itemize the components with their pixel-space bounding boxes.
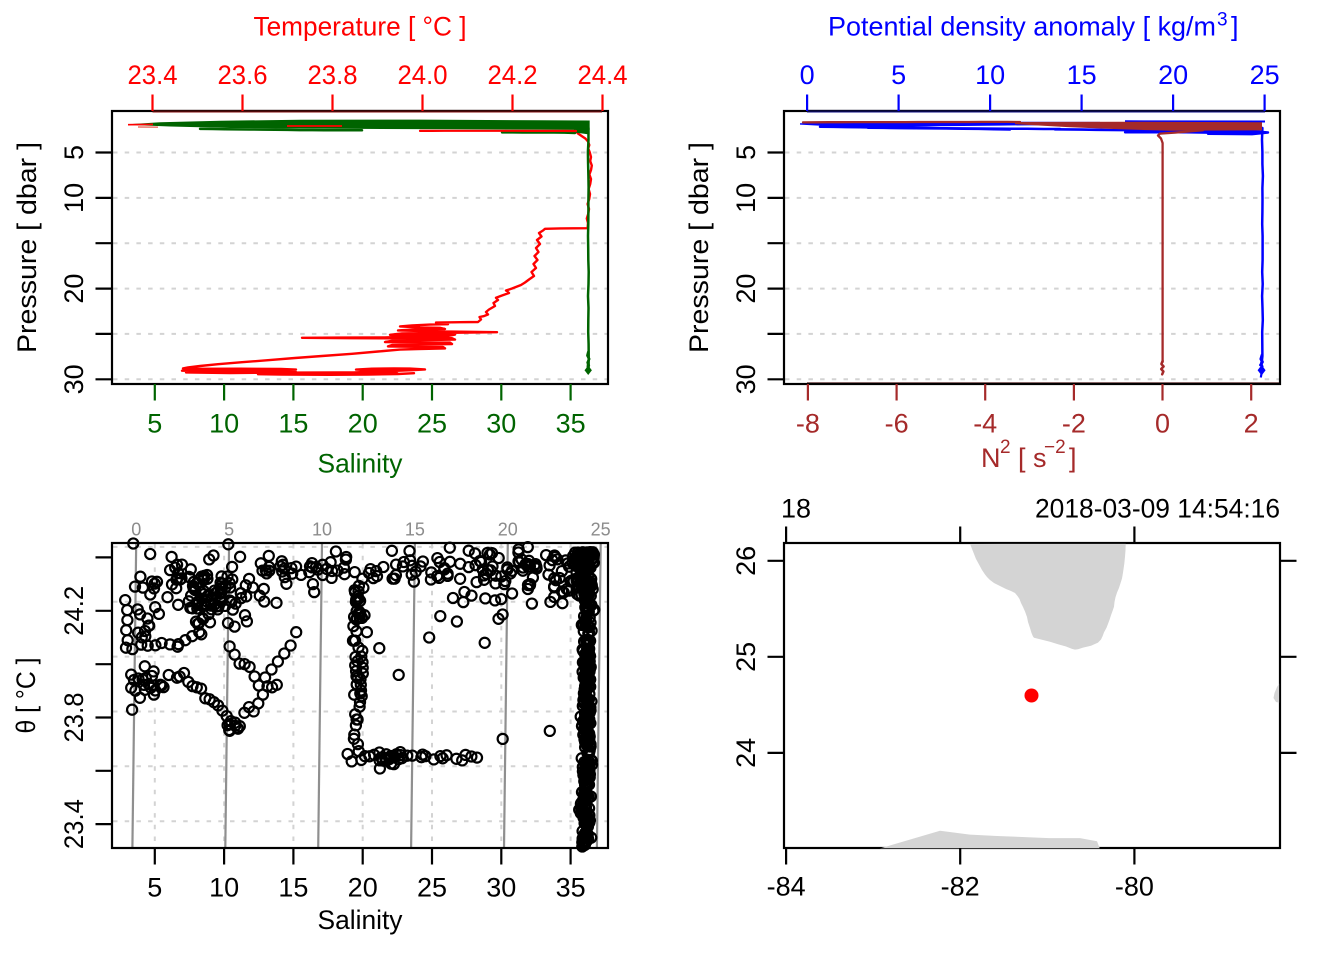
svg-text:5: 5	[147, 873, 162, 903]
svg-text:30: 30	[731, 364, 761, 394]
svg-text:30: 30	[486, 409, 516, 439]
svg-text:-82: -82	[941, 872, 980, 902]
svg-text:24.4: 24.4	[578, 60, 628, 90]
svg-text:15: 15	[278, 409, 308, 439]
svg-text:20: 20	[731, 274, 761, 304]
svg-text:−2: −2	[1044, 437, 1066, 458]
svg-text:Temperature [ °C ]: Temperature [ °C ]	[254, 12, 467, 42]
svg-text:23.8: 23.8	[59, 693, 89, 743]
svg-text:24.2: 24.2	[59, 586, 89, 636]
svg-text:25: 25	[1250, 60, 1280, 90]
svg-text:20: 20	[348, 873, 378, 903]
svg-text:23.8: 23.8	[308, 60, 358, 90]
svg-text:15: 15	[405, 520, 425, 540]
svg-text:]: ]	[1069, 443, 1077, 473]
svg-text:35: 35	[556, 409, 586, 439]
svg-text:24: 24	[731, 738, 761, 768]
svg-text:0: 0	[131, 520, 141, 540]
svg-text:Salinity: Salinity	[318, 905, 403, 935]
svg-text:18: 18	[781, 494, 811, 524]
svg-text:24.0: 24.0	[398, 60, 448, 90]
svg-text:20: 20	[59, 274, 89, 304]
svg-text:25: 25	[417, 873, 447, 903]
svg-text:10: 10	[975, 60, 1005, 90]
svg-text:35: 35	[556, 873, 586, 903]
svg-text:N: N	[981, 443, 1001, 473]
svg-text:20: 20	[348, 409, 378, 439]
svg-text:25: 25	[731, 642, 761, 672]
svg-text:10: 10	[731, 183, 761, 213]
svg-text:[ s: [ s	[1018, 443, 1047, 473]
svg-text:15: 15	[278, 873, 308, 903]
svg-text:2018-03-09 14:54:16: 2018-03-09 14:54:16	[1035, 494, 1280, 524]
svg-text:5: 5	[147, 409, 162, 439]
svg-text:Pressure [ dbar ]: Pressure [ dbar ]	[12, 142, 42, 353]
svg-text:3: 3	[1217, 10, 1228, 31]
svg-text:20: 20	[498, 520, 518, 540]
svg-text:24.2: 24.2	[488, 60, 538, 90]
svg-text:]: ]	[1231, 12, 1239, 42]
svg-text:25: 25	[591, 520, 611, 540]
svg-text:θ [ °C ]: θ [ °C ]	[11, 658, 41, 734]
svg-text:2: 2	[1000, 437, 1011, 458]
svg-text:10: 10	[209, 873, 239, 903]
svg-text:-4: -4	[973, 409, 997, 439]
svg-text:10: 10	[312, 520, 332, 540]
svg-text:23.6: 23.6	[218, 60, 268, 90]
svg-text:10: 10	[209, 409, 239, 439]
svg-text:Pressure [ dbar ]: Pressure [ dbar ]	[684, 142, 714, 353]
svg-text:23.4: 23.4	[128, 60, 178, 90]
svg-text:-2: -2	[1062, 409, 1086, 439]
svg-text:25: 25	[417, 409, 447, 439]
svg-text:-80: -80	[1115, 872, 1154, 902]
svg-text:5: 5	[731, 145, 761, 160]
svg-text:-84: -84	[767, 872, 806, 902]
svg-text:30: 30	[59, 364, 89, 394]
svg-text:Salinity: Salinity	[318, 449, 403, 479]
svg-text:15: 15	[1067, 60, 1097, 90]
svg-text:0: 0	[800, 60, 815, 90]
svg-text:Potential density anomaly [ kg: Potential density anomaly [ kg/m	[828, 12, 1216, 42]
svg-text:20: 20	[1158, 60, 1188, 90]
svg-text:30: 30	[486, 873, 516, 903]
svg-text:5: 5	[891, 60, 906, 90]
svg-text:-6: -6	[885, 409, 909, 439]
svg-text:5: 5	[224, 520, 234, 540]
svg-text:0: 0	[1155, 409, 1170, 439]
svg-text:10: 10	[59, 183, 89, 213]
svg-text:5: 5	[59, 145, 89, 160]
svg-text:2: 2	[1244, 409, 1259, 439]
svg-text:23.4: 23.4	[59, 799, 89, 849]
svg-text:26: 26	[731, 546, 761, 576]
svg-text:-8: -8	[796, 409, 820, 439]
